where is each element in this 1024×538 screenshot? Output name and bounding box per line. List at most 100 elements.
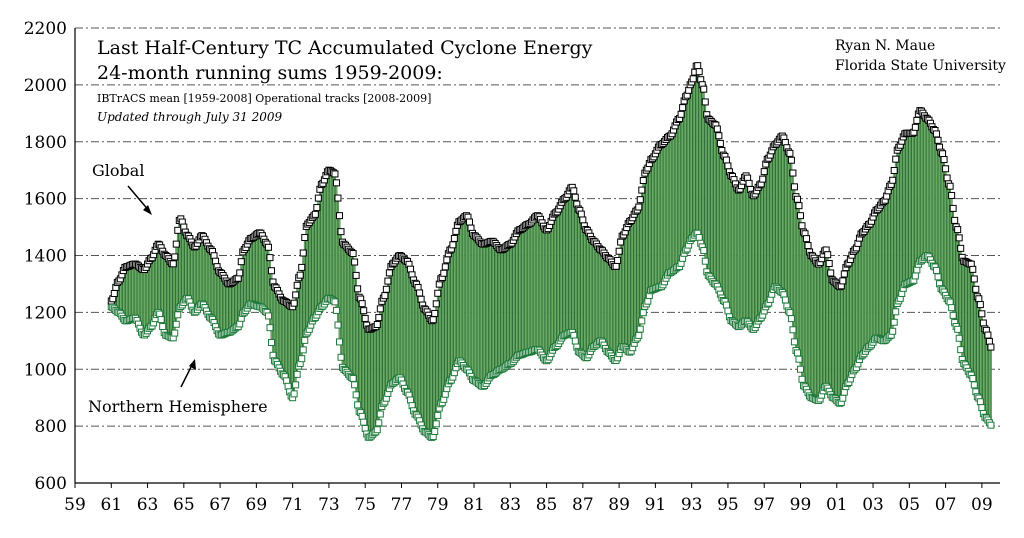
- fill-bar: [867, 224, 870, 348]
- nh-arrow-head: [189, 359, 196, 370]
- fill-bar: [314, 214, 317, 318]
- fill-bar: [919, 110, 921, 262]
- fill-bar: [485, 243, 487, 384]
- fill-bar: [846, 263, 849, 384]
- fill-bar: [866, 226, 868, 349]
- global-marker: [337, 228, 345, 236]
- nh-marker: [644, 297, 652, 305]
- fill-bar: [568, 190, 571, 334]
- fill-bar: [344, 245, 347, 371]
- fill-bar: [817, 263, 820, 401]
- fill-bar: [208, 248, 211, 318]
- nh-marker: [840, 388, 848, 396]
- fill-bar: [580, 213, 583, 354]
- fill-bar: [566, 194, 569, 335]
- fill-bar: [721, 150, 723, 299]
- global-arrow-head: [143, 205, 152, 215]
- fill-bar: [708, 119, 711, 277]
- fill-bar: [807, 245, 809, 393]
- fill-bar: [184, 231, 187, 301]
- nh-marker: [911, 272, 919, 280]
- fill-bar: [595, 243, 598, 345]
- fill-bar: [285, 302, 288, 382]
- fill-bar: [748, 183, 750, 325]
- fill-bar: [498, 248, 501, 370]
- fill-bar: [612, 264, 614, 359]
- fill-bar: [582, 219, 584, 356]
- fill-bar: [645, 169, 648, 305]
- fill-bar: [961, 257, 964, 360]
- fill-bar: [232, 280, 235, 330]
- global-marker: [955, 234, 963, 242]
- axes: [74, 28, 1000, 488]
- fill-bar: [554, 212, 557, 347]
- fill-bar: [984, 328, 986, 418]
- fill-bar: [464, 216, 466, 369]
- fill-bar: [727, 165, 729, 312]
- nh-marker: [236, 320, 244, 328]
- fill-bar: [881, 202, 883, 341]
- fill-bar: [482, 243, 484, 387]
- fill-bar: [669, 135, 672, 273]
- fill-bar: [928, 120, 930, 258]
- fill-bar: [391, 263, 394, 384]
- nh-marker: [570, 331, 578, 339]
- nh-marker: [978, 404, 986, 412]
- global-marker: [301, 233, 309, 241]
- fill-bar: [370, 328, 373, 437]
- x-tick-label: 97: [753, 495, 775, 515]
- fill-bar: [250, 238, 253, 305]
- fill-bar: [672, 129, 675, 271]
- fill-bar: [597, 246, 599, 344]
- fill-bar: [872, 216, 874, 343]
- fill-bar: [199, 236, 202, 306]
- fill-bar: [941, 153, 944, 291]
- fill-bar: [575, 203, 578, 348]
- fill-bar: [273, 286, 276, 361]
- global-marker: [236, 269, 244, 277]
- global-marker: [975, 295, 983, 303]
- fill-bar: [532, 219, 534, 352]
- y-tick-label: 1200: [24, 303, 67, 323]
- nh-marker: [172, 320, 180, 328]
- global-marker: [685, 86, 693, 94]
- global-marker: [443, 256, 451, 264]
- fill-bar: [411, 274, 413, 406]
- nh-marker: [789, 326, 797, 334]
- global-marker: [635, 203, 643, 211]
- fill-bar: [281, 299, 283, 375]
- fill-bar: [488, 241, 490, 379]
- fill-bar: [657, 146, 660, 288]
- fill-bar: [284, 301, 286, 377]
- fill-bar: [784, 142, 787, 301]
- fill-bar: [131, 264, 134, 319]
- fill-bar: [591, 239, 593, 349]
- fill-bar: [742, 180, 744, 324]
- fill-bar: [701, 84, 704, 248]
- fill-bar: [600, 249, 602, 342]
- fill-bar: [450, 248, 453, 381]
- y-tick-label: 1400: [24, 247, 67, 267]
- global-marker: [172, 240, 180, 248]
- fill-bar: [627, 223, 630, 352]
- fill-bar: [574, 196, 577, 342]
- global-marker: [429, 316, 437, 324]
- nh-marker: [157, 316, 165, 324]
- fill-bar: [536, 215, 539, 350]
- global-marker: [970, 275, 978, 283]
- fill-bar: [166, 256, 169, 336]
- x-tick-label: 69: [246, 495, 268, 515]
- fill-bar: [681, 107, 684, 259]
- global-marker: [381, 292, 389, 300]
- global-marker: [351, 258, 359, 266]
- fill-bar: [186, 235, 188, 299]
- fill-bar: [855, 247, 858, 368]
- fill-bar: [195, 245, 197, 312]
- global-marker: [440, 269, 448, 277]
- fill-bar: [495, 245, 498, 373]
- fill-bar: [653, 156, 655, 290]
- fill-bar: [636, 209, 639, 339]
- fill-bar: [624, 231, 627, 349]
- fill-bar: [501, 249, 504, 370]
- fill-bar: [851, 254, 853, 375]
